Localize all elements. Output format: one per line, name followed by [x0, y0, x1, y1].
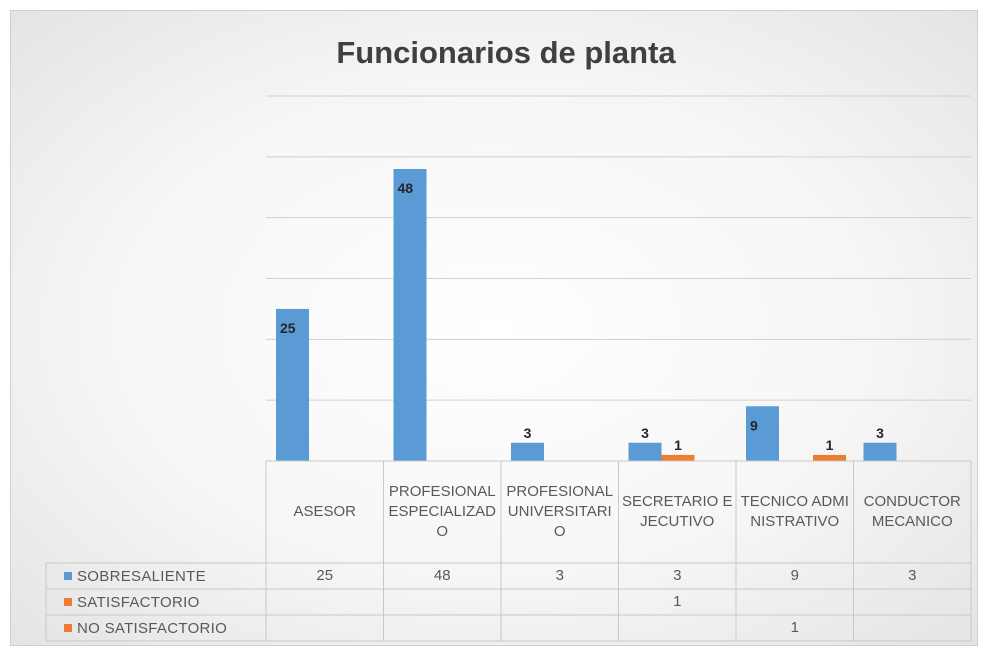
table-value: 1: [673, 593, 682, 610]
legend-swatch: [64, 624, 72, 632]
x-tick-label: ASESOR: [293, 503, 357, 520]
legend-entry: SATISFACTORIO: [46, 589, 266, 615]
data-label: 25: [280, 320, 296, 336]
plot: Funcionarios de planta 25 48 3 3 9 3 1 1: [45, 35, 972, 642]
bar: [863, 442, 897, 461]
legend-entry: NO SATISFACTORIO: [46, 615, 266, 641]
data-label: 3: [876, 425, 884, 441]
table-value: 3: [555, 567, 564, 584]
bar: [511, 442, 544, 461]
legend-label: NO SATISFACTORIO: [77, 619, 228, 637]
chart-title: Funcionarios de planta: [336, 35, 676, 70]
bar: [393, 169, 427, 461]
table-value: 3: [908, 567, 917, 584]
chart: Funcionarios de planta 25 48 3 3 9 3 1 1 ASESOR…: [10, 10, 978, 646]
bar: [628, 442, 662, 461]
x-tick-label: PROFESIONAL UNIVERSITARIO: [506, 483, 614, 540]
x-tick-label: PROFESIONAL ESPECIALIZADO: [388, 483, 497, 540]
data-label: 3: [524, 425, 532, 441]
legend-swatch: [64, 572, 72, 580]
table-value: 25: [316, 567, 334, 584]
data-label: 1: [674, 437, 682, 453]
data-label: 3: [641, 425, 649, 441]
data-label: 1: [826, 437, 834, 453]
table-value: 1: [790, 619, 799, 636]
table-value: 48: [433, 567, 451, 584]
table-value: 3: [673, 567, 682, 584]
legend-swatch: [64, 598, 72, 606]
x-tick-label: TECNICO ADMINISTRATIVO: [740, 493, 849, 530]
bar: [746, 406, 779, 461]
data-label: 9: [750, 417, 758, 433]
legend-label: SATISFACTORIO: [77, 593, 200, 611]
bar: [276, 308, 309, 461]
x-tick-label: CONDUCTOR MECANICO: [863, 493, 961, 530]
bar: [813, 454, 846, 461]
x-tick-label: SECRETARIO EJECUTIVO: [621, 493, 733, 530]
legend-label: SOBRESALIENTE: [77, 567, 206, 585]
data-label: 48: [398, 180, 414, 196]
bar: [661, 454, 695, 461]
table-value: 9: [790, 567, 799, 584]
legend-entry: SOBRESALIENTE: [46, 563, 266, 589]
